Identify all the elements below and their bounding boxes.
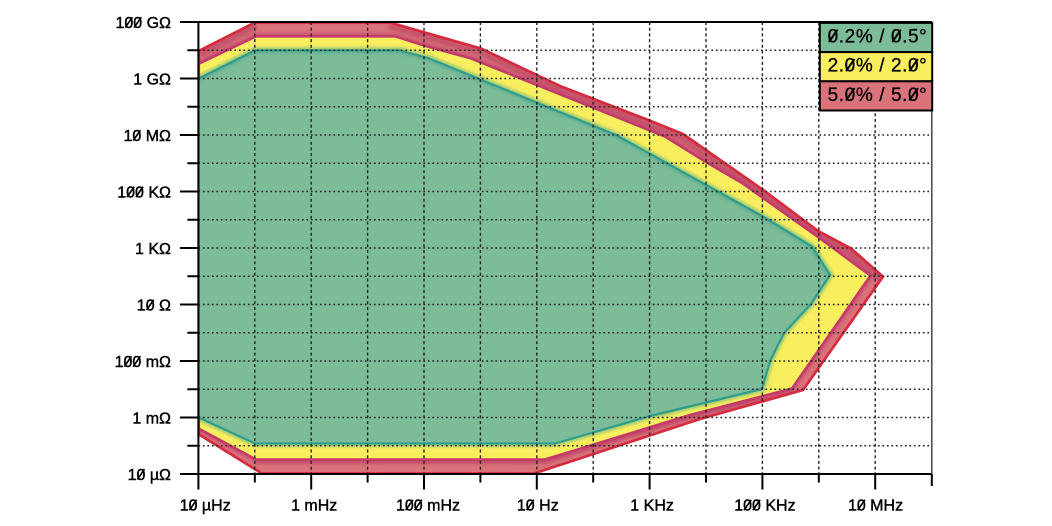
- svg-text:100 mΩ: 100 mΩ: [115, 354, 171, 371]
- svg-text:1 GΩ: 1 GΩ: [133, 71, 171, 88]
- svg-text:1 mHz: 1 mHz: [291, 498, 337, 515]
- svg-text:10 Hz: 10 Hz: [517, 498, 559, 515]
- svg-text:100 KΩ: 100 KΩ: [117, 184, 171, 201]
- svg-text:0.2% / 0.5°: 0.2% / 0.5°: [828, 26, 928, 47]
- svg-text:100 mHz: 100 mHz: [396, 498, 460, 515]
- svg-text:100 KHz: 100 KHz: [734, 498, 795, 515]
- svg-text:1 KΩ: 1 KΩ: [135, 241, 171, 258]
- svg-text:1 mΩ: 1 mΩ: [132, 410, 171, 427]
- svg-text:1 KHz: 1 KHz: [630, 498, 674, 515]
- svg-text:10 µHz: 10 µHz: [180, 498, 231, 515]
- svg-text:10 Ω: 10 Ω: [137, 297, 171, 314]
- svg-text:10 MΩ: 10 MΩ: [123, 128, 171, 145]
- svg-text:100 GΩ: 100 GΩ: [115, 15, 171, 32]
- svg-text:10 µΩ: 10 µΩ: [128, 467, 171, 484]
- svg-text:10 MHz: 10 MHz: [848, 498, 903, 515]
